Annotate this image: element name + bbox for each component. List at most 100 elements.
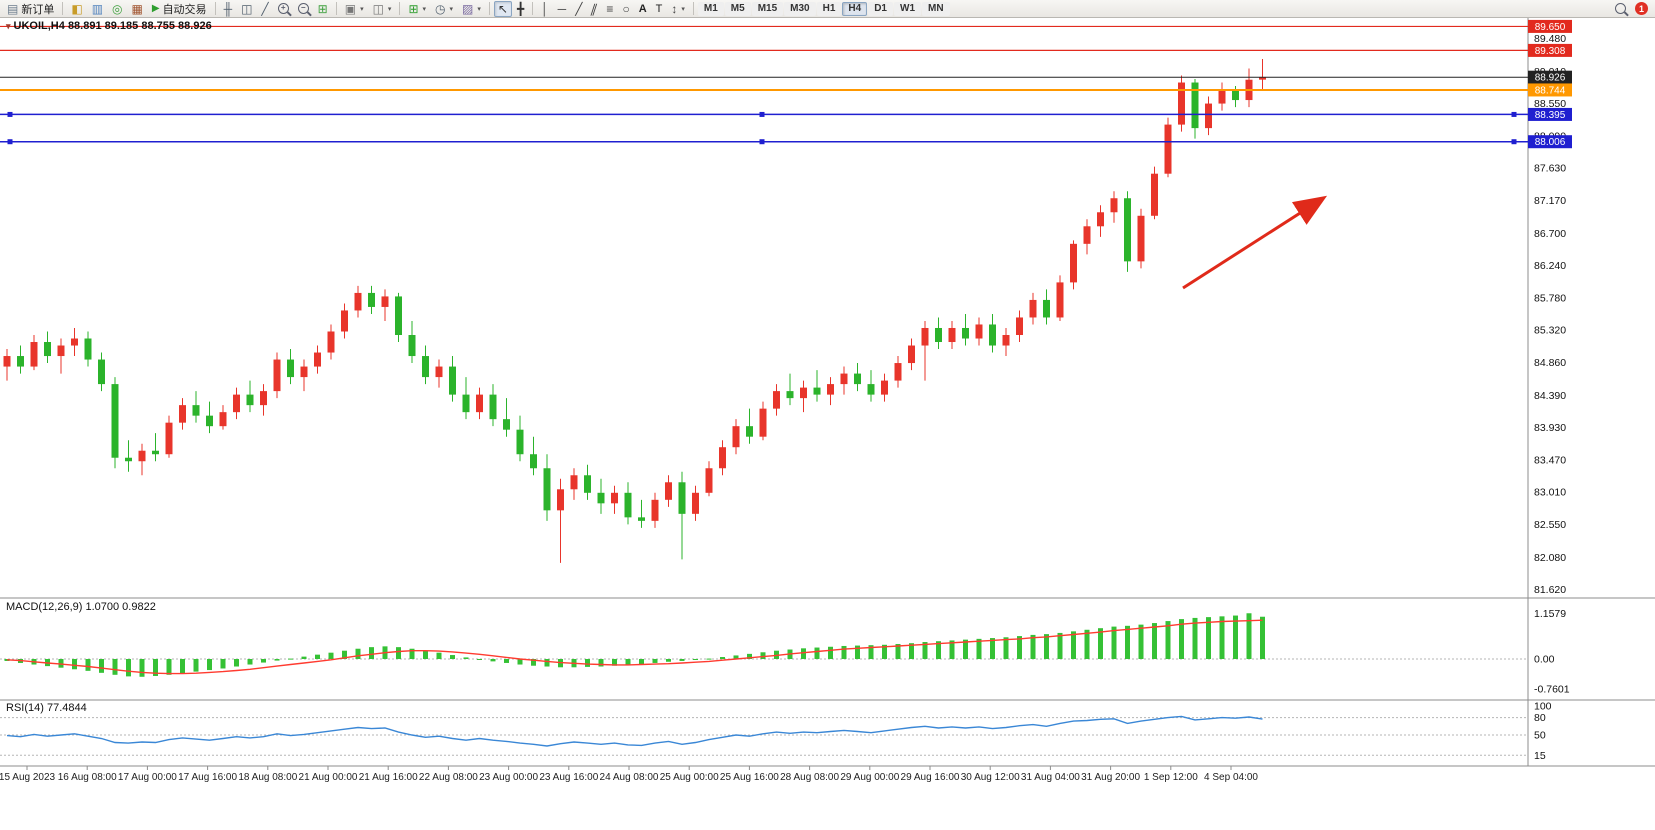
text-tool-button[interactable]: A (635, 1, 651, 17)
svg-text:85.780: 85.780 (1534, 292, 1566, 304)
svg-text:81.620: 81.620 (1534, 584, 1566, 596)
text-tool-icon: A (638, 2, 647, 15)
svg-text:29 Aug 16:00: 29 Aug 16:00 (901, 772, 960, 783)
cascade-windows-button[interactable]: ▣ ▾ (341, 1, 368, 17)
svg-text:83.930: 83.930 (1534, 422, 1566, 434)
toolbar-separator (488, 2, 490, 15)
candlestick-button[interactable]: ◫ (237, 1, 256, 17)
tile-windows-button[interactable]: ⊞ (314, 1, 332, 17)
svg-text:23 Aug 00:00: 23 Aug 00:00 (479, 772, 538, 783)
timeframe-h1-button[interactable]: H1 (816, 1, 842, 16)
svg-text:28 Aug 08:00: 28 Aug 08:00 (780, 772, 839, 783)
svg-text:18 Aug 08:00: 18 Aug 08:00 (238, 772, 297, 783)
svg-text:86.240: 86.240 (1534, 260, 1566, 272)
fibonacci-icon: ≡ (606, 1, 614, 16)
candlestick-icon: ◫ (241, 1, 253, 16)
timeframe-h4-button[interactable]: H4 (842, 1, 868, 16)
panel-separators[interactable] (0, 597, 1655, 767)
svg-text:89.650: 89.650 (1535, 22, 1566, 33)
data-window-icon: ▥ (91, 1, 104, 16)
auto-trading-button[interactable]: ▶ 自动交易 (148, 1, 211, 17)
main-toolbar: ▤ 新订单 ◧ ▥ ◎ ▦ ▶ 自动交易 ╫ ◫ ╱ + − ⊞ ▣ ▾ ◫ ▾ ⊞… (0, 0, 1655, 18)
toolbar-separator (335, 2, 337, 15)
svg-text:25 Aug 00:00: 25 Aug 00:00 (660, 772, 719, 783)
chevron-down-icon: ▾ (387, 5, 392, 13)
fibonacci-tool-button[interactable]: ≡ (602, 1, 617, 17)
arrange-windows-button[interactable]: ◫ ▾ (369, 1, 396, 17)
label-tool-button[interactable]: T (652, 1, 667, 17)
time-axis[interactable]: 15 Aug 2023 16 Aug 08:00 17 Aug 00:00 17 Au… (0, 766, 1258, 783)
new-order-icon: ▤ (7, 1, 19, 16)
channel-tool-button[interactable]: ∥ (587, 1, 601, 17)
ellipse-tool-button[interactable]: ○ (618, 1, 633, 17)
timeframe-d1-button[interactable]: D1 (868, 1, 893, 16)
new-chart-button[interactable]: ⊞ ▾ (404, 1, 430, 17)
svg-text:84.860: 84.860 (1534, 357, 1566, 369)
svg-text:82.080: 82.080 (1534, 552, 1566, 564)
svg-text:50: 50 (1534, 730, 1546, 742)
price-axis[interactable]: 89.48089.01088.55088.09087.63087.17086.7… (1527, 18, 1566, 766)
timeframe-w1-button[interactable]: W1 (894, 1, 921, 16)
chart-canvas[interactable]: 89.48089.01088.55088.09087.63087.17086.7… (0, 18, 1655, 830)
new-order-button[interactable]: ▤ 新订单 (3, 1, 58, 17)
bar-chart-button[interactable]: ╫ (220, 1, 237, 17)
svg-text:88.926: 88.926 (1535, 73, 1566, 84)
svg-text:30 Aug 12:00: 30 Aug 12:00 (961, 772, 1020, 783)
crosshair-tool-button[interactable]: ╋ (513, 1, 528, 17)
svg-text:4 Sep 04:00: 4 Sep 04:00 (1204, 772, 1258, 783)
auto-trading-label: 自动交易 (162, 3, 207, 16)
svg-text:89.480: 89.480 (1534, 33, 1566, 45)
trend-arrow[interactable] (1182, 195, 1328, 290)
timeframe-m5-button[interactable]: M5 (724, 1, 751, 16)
new-chart-icon: ⊞ (408, 1, 419, 16)
line-chart-button[interactable]: ╱ (257, 1, 272, 17)
navigator-button[interactable]: ◎ (108, 1, 126, 17)
vertical-line-tool-button[interactable]: │ (537, 1, 553, 17)
horizontal-line-tool-button[interactable]: ─ (554, 1, 571, 17)
timeframe-m15-button[interactable]: M15 (751, 1, 784, 16)
macd-panel: 1.1579 0.00 -0.7601 (0, 608, 1570, 696)
horizontal-line-icon: ─ (557, 1, 567, 16)
timeframe-m30-button[interactable]: M30 (784, 1, 816, 16)
svg-text:17 Aug 16:00: 17 Aug 16:00 (178, 772, 237, 783)
terminal-icon: ▦ (131, 1, 143, 16)
market-watch-button[interactable]: ◧ (67, 1, 86, 17)
trendline-icon: ╱ (575, 1, 583, 16)
svg-text:88.744: 88.744 (1535, 85, 1566, 96)
arrows-tool-button[interactable]: ↕ ▾ (667, 1, 689, 17)
period-button[interactable]: ◷ ▾ (431, 1, 457, 17)
svg-text:-0.7601: -0.7601 (1534, 684, 1570, 696)
svg-text:86.700: 86.700 (1534, 228, 1566, 240)
svg-text:85.320: 85.320 (1534, 325, 1566, 337)
trendline-tool-button[interactable]: ╱ (571, 1, 586, 17)
svg-text:16 Aug 08:00: 16 Aug 08:00 (58, 772, 117, 783)
search-button[interactable] (1611, 1, 1630, 17)
cursor-icon: ↖ (497, 1, 508, 16)
label-tool-icon: T (655, 2, 663, 15)
vertical-line-icon: │ (541, 1, 549, 16)
svg-text:88.550: 88.550 (1534, 98, 1566, 110)
cursor-tool-button[interactable]: ↖ (493, 0, 512, 17)
timeframe-m1-button[interactable]: M1 (697, 1, 724, 16)
svg-text:25 Aug 16:00: 25 Aug 16:00 (720, 772, 779, 783)
zoom-in-button[interactable]: + (274, 1, 293, 17)
svg-text:24 Aug 08:00: 24 Aug 08:00 (600, 772, 659, 783)
zoom-in-icon: + (277, 3, 289, 14)
svg-text:31 Aug 04:00: 31 Aug 04:00 (1021, 772, 1080, 783)
data-window-button[interactable]: ▥ (88, 1, 107, 17)
horizontal-line-objects[interactable] (0, 25, 1528, 145)
terminal-button[interactable]: ▦ (128, 1, 147, 17)
notification-badge[interactable]: 1 (1635, 2, 1648, 15)
crosshair-icon: ╋ (516, 1, 525, 16)
svg-text:17 Aug 00:00: 17 Aug 00:00 (118, 772, 177, 783)
tile-windows-icon: ⊞ (317, 1, 328, 16)
svg-text:89.308: 89.308 (1535, 46, 1566, 57)
snapshot-button[interactable]: ▨ ▾ (458, 1, 485, 17)
timeframe-mn-button[interactable]: MN (922, 1, 950, 16)
svg-text:31 Aug 20:00: 31 Aug 20:00 (1081, 772, 1140, 783)
svg-text:1.1579: 1.1579 (1534, 608, 1566, 620)
zoom-out-button[interactable]: − (294, 1, 313, 17)
